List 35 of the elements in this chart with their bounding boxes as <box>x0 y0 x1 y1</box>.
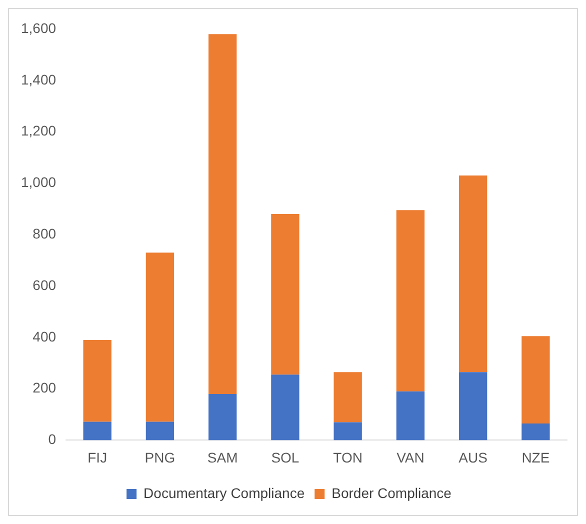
y-tick-label: 1,400 <box>20 71 56 88</box>
bar <box>396 210 425 392</box>
bar <box>334 422 362 440</box>
y-tick-label: 1,000 <box>20 174 56 190</box>
x-tick-label: SOL <box>271 449 300 466</box>
x-tick-label: PNG <box>144 449 176 466</box>
x-tick-label: VAN <box>396 449 424 466</box>
y-tick-label: 1,200 <box>20 122 56 139</box>
bar <box>208 394 237 440</box>
legend-label: Border Compliance <box>332 484 452 501</box>
legend-label: Documentary Compliance <box>144 484 305 501</box>
bar <box>83 340 112 422</box>
x-tick-label: AUS <box>458 449 488 466</box>
bar <box>271 374 300 440</box>
y-tick-label: 200 <box>32 380 56 396</box>
bar <box>271 214 300 375</box>
bar <box>146 252 174 422</box>
bar <box>458 175 488 372</box>
bar <box>522 336 550 424</box>
y-tick-label: 800 <box>32 225 56 242</box>
bar <box>396 391 425 440</box>
x-tick-label: TON <box>333 449 362 466</box>
y-tick-label: 400 <box>32 328 56 344</box>
bar <box>458 372 488 440</box>
y-tick-label: 0 <box>48 431 56 448</box>
x-tick-label: NZE <box>522 449 550 466</box>
bar <box>146 422 174 440</box>
bar <box>208 34 237 394</box>
bar <box>334 372 362 422</box>
x-tick-label: SAM <box>207 449 238 466</box>
x-tick-label: FIJ <box>88 449 108 466</box>
y-tick-label: 600 <box>32 276 56 293</box>
bar <box>83 422 112 440</box>
bar <box>522 423 550 440</box>
y-tick-label: 1,600 <box>20 20 56 36</box>
